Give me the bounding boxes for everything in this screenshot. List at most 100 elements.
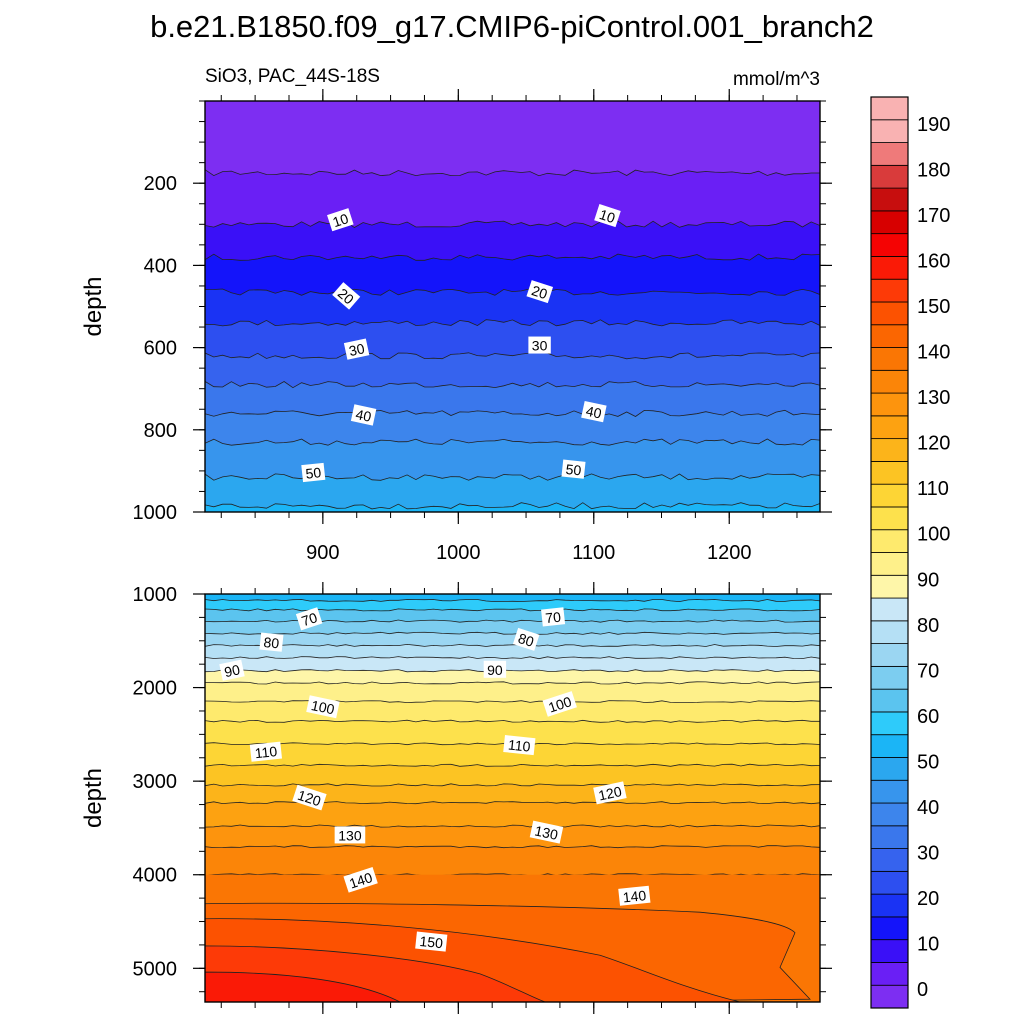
- colorbar-tick-label: 60: [917, 706, 939, 728]
- units-label: mmol/m^3: [733, 69, 820, 90]
- contour-label: 120: [597, 783, 623, 804]
- contour-label: 140: [347, 869, 374, 892]
- contour-line: [205, 381, 820, 389]
- contour-label: 120: [296, 787, 323, 810]
- colorbar-swatch: [870, 347, 909, 371]
- y-axis-label: depth: [80, 768, 107, 828]
- colorbar-swatch: [870, 301, 909, 326]
- colorbar-swatch: [870, 529, 909, 553]
- colorbar-swatch: [870, 483, 909, 508]
- y-tick-label: 800: [144, 420, 177, 442]
- colorbar-swatch: [870, 597, 909, 622]
- contour-band: [205, 825, 820, 848]
- contour-line: [205, 763, 820, 767]
- colorbar-swatch: [870, 665, 909, 690]
- contour-band: [205, 169, 820, 228]
- colorbar-tick-label: 80: [917, 615, 939, 637]
- colorbar: 0 10 20 30 40 50 60 70 80 90 100 110 120 130 140 150 160…: [870, 96, 950, 1009]
- colorbar-tick-label: 180: [917, 159, 950, 181]
- variable-region-label: SiO3, PAC_44S-18S: [205, 66, 380, 87]
- contour-band: [205, 669, 820, 684]
- contour-label: 100: [546, 693, 573, 716]
- colorbar-swatch: [870, 848, 909, 872]
- contour-line: [205, 169, 820, 177]
- y-tick-label: 600: [144, 338, 177, 360]
- colorbar-swatch: [870, 893, 909, 918]
- contour-label: 40: [584, 403, 603, 422]
- contour-line: [205, 719, 820, 723]
- contour-band: [205, 594, 820, 602]
- colorbar-tick-label: 10: [917, 934, 939, 956]
- colorbar-swatch: [870, 688, 909, 713]
- contour-label: 100: [310, 697, 336, 718]
- contour-label: 110: [507, 736, 531, 754]
- colorbar-tick-label: 150: [917, 296, 950, 318]
- colorbar-tick-label: 160: [917, 250, 950, 272]
- colorbar-swatch: [870, 916, 909, 941]
- contour-band: [205, 410, 820, 446]
- colorbar-tick-label: 30: [917, 843, 939, 865]
- colorbar-swatch: [870, 757, 909, 781]
- contour-band: [205, 599, 820, 611]
- colorbar-tick-label: 40: [917, 797, 939, 819]
- colorbar-tick-label: 190: [917, 114, 950, 136]
- contour-label: 130: [533, 822, 559, 843]
- contour-band: [205, 971, 401, 1002]
- colorbar-swatch: [870, 620, 909, 645]
- contour-label: 20: [530, 282, 550, 302]
- contour-line: [205, 783, 820, 787]
- colorbar-swatch: [870, 643, 909, 667]
- colorbar-swatch: [870, 574, 909, 599]
- colorbar-tick-label: 70: [917, 660, 939, 682]
- deep-depth-panel: 70 70 80 80 90 90 100 100 110 110 120 120 130 130 140 1…: [80, 582, 832, 1014]
- contour-label: 10: [597, 206, 617, 226]
- contour-label: 150: [419, 933, 444, 951]
- colorbar-swatch: [870, 256, 909, 280]
- contour-line: [205, 845, 820, 849]
- contour-band: [205, 319, 820, 359]
- contour-band: [205, 764, 820, 786]
- contour-line: [205, 253, 820, 261]
- colorbar-swatch: [870, 278, 909, 303]
- contour-band: [205, 801, 820, 828]
- colorbar-swatch: [870, 802, 909, 827]
- colorbar-swatch: [870, 119, 909, 143]
- contour-label: 70: [545, 609, 562, 627]
- colorbar-tick-label: 170: [917, 205, 950, 227]
- contour-band: [205, 632, 820, 647]
- contour-line: [205, 319, 820, 327]
- contour-line: [205, 352, 820, 360]
- contour-line: [205, 681, 820, 685]
- contour-band: [205, 700, 820, 723]
- colorbar-swatch: [870, 460, 909, 485]
- contour-label: 130: [338, 827, 362, 843]
- y-tick-label: 200: [144, 173, 177, 195]
- colorbar-swatch: [870, 392, 909, 417]
- contour-band: [205, 644, 820, 659]
- colorbar-swatch: [870, 552, 909, 576]
- contour-label: 30: [347, 340, 366, 359]
- y-tick-label: 5000: [133, 958, 178, 980]
- contour-band: [205, 608, 820, 623]
- contour-band: [205, 681, 820, 703]
- colorbar-swatch: [870, 369, 909, 394]
- colorbar-tick-label: 120: [917, 433, 950, 455]
- contour-band: [205, 742, 820, 767]
- contour-line: [205, 700, 820, 704]
- colorbar-tick-label: 130: [917, 387, 950, 409]
- colorbar-swatch: [870, 779, 909, 804]
- contour-line: [205, 438, 820, 446]
- colorbar-swatch: [870, 415, 909, 440]
- y-tick-label: 4000: [133, 865, 178, 887]
- colorbar-swatch: [870, 187, 909, 212]
- contour-line: [205, 656, 820, 660]
- colorbar-swatch: [870, 734, 909, 758]
- colorbar-swatch: [870, 870, 909, 895]
- colorbar-swatch: [870, 164, 909, 189]
- contour-band: [205, 845, 820, 876]
- colorbar-tick-label: 140: [917, 342, 950, 364]
- colorbar-swatch: [870, 939, 909, 963]
- colorbar-tick-label: 0: [917, 979, 928, 1001]
- contour-label: 110: [254, 743, 278, 761]
- contour-band: [205, 620, 820, 635]
